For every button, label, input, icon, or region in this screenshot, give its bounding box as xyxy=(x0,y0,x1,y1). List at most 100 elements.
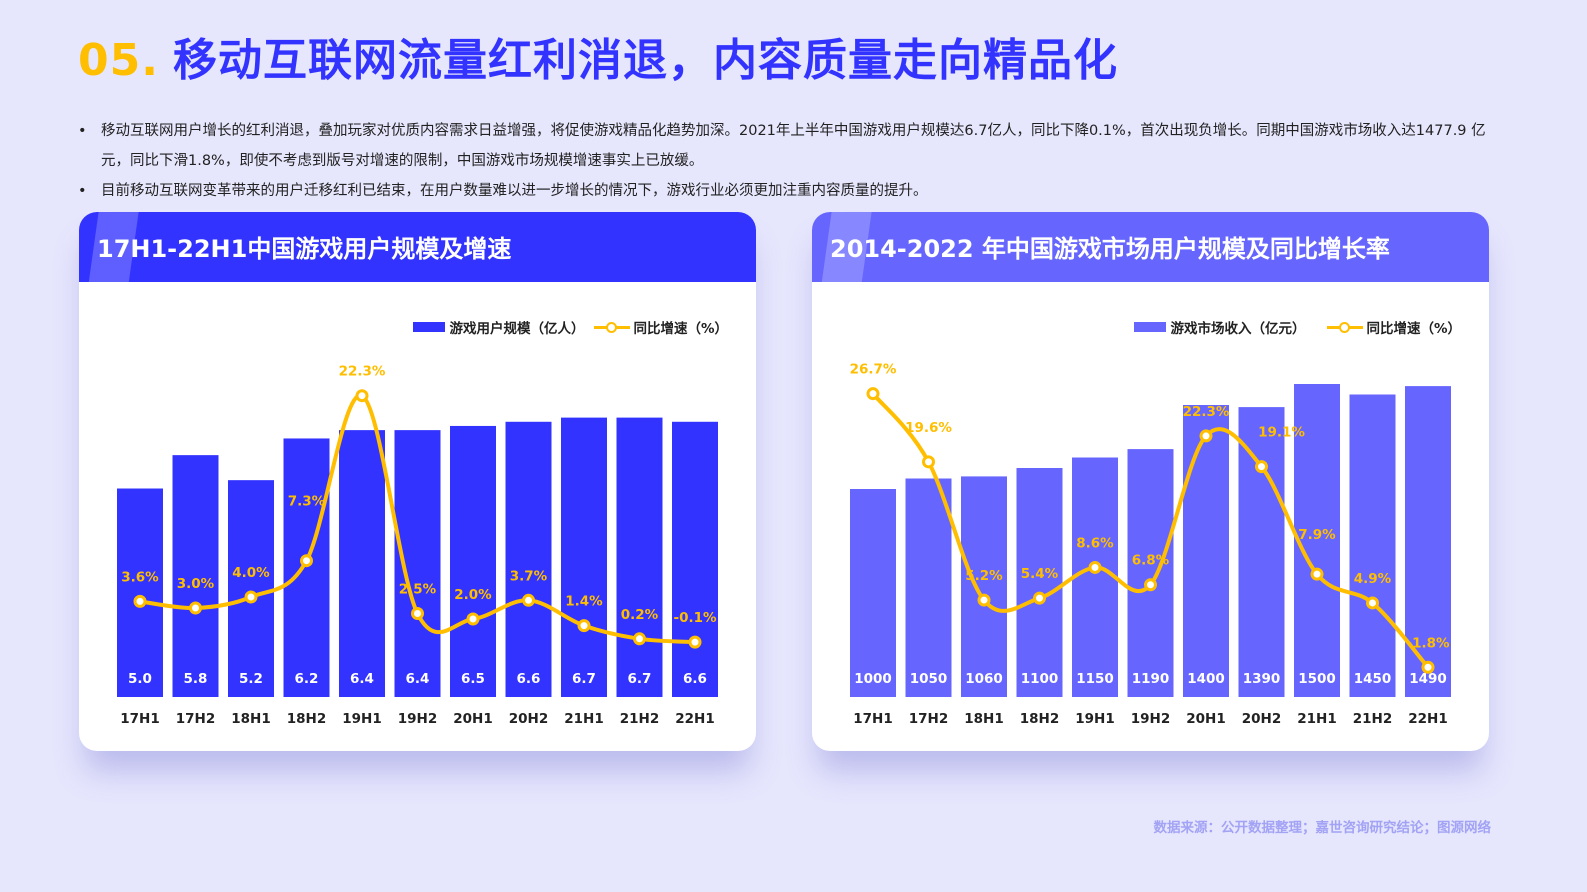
line-value-label: 4.0% xyxy=(232,565,270,581)
x-axis-tick-label: 20H1 xyxy=(1186,711,1225,727)
bar xyxy=(283,438,330,697)
x-axis-tick-label: 21H1 xyxy=(1297,711,1336,727)
bar-value-label: 5.2 xyxy=(239,671,263,687)
line-value-label: -1.8% xyxy=(1406,635,1450,651)
bullet-dot-icon: • xyxy=(78,183,87,199)
bar-value-label: 1490 xyxy=(1409,671,1447,687)
x-axis-tick-label: 18H1 xyxy=(231,711,270,727)
bullet-item: • 目前移动互联网变革带来的用户迁移红利已结束，在用户数量难以进一步增长的情况下… xyxy=(78,176,1508,206)
bullet-dot-icon: • xyxy=(78,123,87,139)
bar-value-label: 1390 xyxy=(1243,671,1281,687)
line-value-label: 5.2% xyxy=(965,568,1003,584)
chart-header: 2014-2022 年中国游戏市场用户规模及同比增长率 xyxy=(812,212,1489,282)
line-point-marker-icon xyxy=(411,607,424,620)
line-value-label: 7.9% xyxy=(1298,527,1336,543)
bar-value-label: 6.7 xyxy=(572,671,596,687)
bar-value-label: 6.4 xyxy=(406,671,430,687)
bar-value-label: 6.5 xyxy=(461,671,485,687)
line-point-marker-icon xyxy=(1144,578,1157,592)
line-value-label: 7.3% xyxy=(288,494,326,510)
bar xyxy=(172,455,219,697)
line-legend-marker-icon xyxy=(1327,321,1364,333)
page-title: 05. 移动互联网流量红利消退，内容质量走向精品化 xyxy=(78,24,1118,88)
market-revenue-chart-card: 2014-2022 年中国游戏市场用户规模及同比增长率 游戏市场收入（亿元） 同… xyxy=(812,212,1489,751)
x-axis-tick-label: 20H2 xyxy=(1242,711,1281,727)
x-axis-tick-label: 21H2 xyxy=(620,711,659,727)
line-value-label: 2.0% xyxy=(454,587,492,603)
line-point-marker-icon xyxy=(866,387,880,401)
bullet-item: • 移动互联网用户增长的红利消退，叠加玩家对优质内容需求日益增强，将促使游戏精品… xyxy=(78,116,1508,176)
bar xyxy=(228,480,274,697)
line-point-marker-icon xyxy=(633,632,646,646)
bar xyxy=(561,417,607,697)
bar xyxy=(1294,384,1340,697)
bar-value-label: 1190 xyxy=(1132,671,1170,687)
bar xyxy=(450,425,496,697)
chart-header: 17H1-22H1中国游戏用户规模及增速 xyxy=(79,212,756,282)
x-axis-tick-label: 22H1 xyxy=(675,711,714,727)
line-value-label: 8.6% xyxy=(1076,535,1114,551)
x-axis-tick-label: 20H2 xyxy=(509,711,548,727)
line-value-label: 5.4% xyxy=(1021,566,1059,582)
user-scale-combo-chart: 5.0 17H1 5.8 17H2 5.2 18H1 6.2 18H2 6.4 19H1 6.4 19… xyxy=(117,364,718,727)
x-axis-tick-label: 19H2 xyxy=(1131,711,1170,727)
x-axis-tick-label: 18H2 xyxy=(1020,711,1059,727)
line-point-marker-icon xyxy=(1088,560,1102,574)
line-value-label: 6.8% xyxy=(1132,553,1170,569)
x-axis-tick-label: 21H1 xyxy=(564,711,603,727)
line-point-marker-icon xyxy=(1199,429,1213,443)
x-axis-tick-label: 19H2 xyxy=(398,711,437,727)
market-revenue-combo-chart: 1000 17H1 1050 17H2 1060 18H1 1100 18H2 1150 19H1… xyxy=(850,362,1451,727)
bar-value-label: 1000 xyxy=(854,671,892,687)
line-point-marker-icon xyxy=(244,590,258,604)
x-axis-tick-label: 17H1 xyxy=(120,711,159,727)
bar-legend-swatch-icon xyxy=(1134,322,1167,332)
bar xyxy=(1349,394,1396,697)
line-point-marker-icon xyxy=(688,635,702,649)
bar-value-label: 6.7 xyxy=(628,671,652,687)
bar xyxy=(1016,468,1063,697)
line-value-label: 2.5% xyxy=(399,582,437,598)
bar xyxy=(505,421,552,697)
legend-line-label: 同比增速（%） xyxy=(1366,321,1461,337)
bar xyxy=(672,421,718,697)
legend-bar-label: 游戏用户规模（亿人） xyxy=(449,321,585,337)
line-value-label: 22.3% xyxy=(339,364,386,380)
bar xyxy=(117,488,163,697)
bar-value-label: 1150 xyxy=(1076,671,1114,687)
line-point-marker-icon xyxy=(977,593,991,607)
bar xyxy=(961,476,1007,697)
bar-value-label: 1060 xyxy=(965,671,1003,687)
line-value-label: 22.3% xyxy=(1183,404,1230,420)
section-number: 05. xyxy=(78,35,159,86)
line-point-marker-icon xyxy=(1033,591,1046,605)
bar xyxy=(1183,405,1229,697)
line-point-marker-icon xyxy=(1366,596,1379,610)
bar xyxy=(1072,457,1118,697)
legend-line-label: 同比增速（%） xyxy=(633,321,728,337)
title-text: 移动互联网流量红利消退，内容质量走向精品化 xyxy=(172,35,1118,86)
line-point-marker-icon xyxy=(1421,660,1435,674)
user-scale-chart-card: 17H1-22H1中国游戏用户规模及增速 游戏用户规模（亿人） 同比增速（%） … xyxy=(79,212,756,751)
x-axis-tick-label: 19H1 xyxy=(342,711,381,727)
chart-title: 2014-2022 年中国游戏市场用户规模及同比增长率 xyxy=(830,235,1390,263)
chart-title: 17H1-22H1中国游戏用户规模及增速 xyxy=(97,235,512,263)
line-legend-marker-icon xyxy=(594,321,631,333)
bar xyxy=(616,417,663,697)
line-value-label: 3.7% xyxy=(510,568,548,584)
bar xyxy=(905,478,952,697)
bar xyxy=(1127,449,1174,697)
x-axis-tick-label: 19H1 xyxy=(1075,711,1114,727)
summary-bullets: • 移动互联网用户增长的红利消退，叠加玩家对优质内容需求日益增强，将促使游戏精品… xyxy=(78,116,1508,206)
bullet-text: 目前移动互联网变革带来的用户迁移红利已结束，在用户数量难以进一步增长的情况下，游… xyxy=(101,183,928,199)
line-value-label: 3.6% xyxy=(121,569,159,585)
bar-value-label: 1400 xyxy=(1187,671,1225,687)
x-axis-tick-label: 17H2 xyxy=(176,711,215,727)
line-point-marker-icon xyxy=(355,389,369,403)
line-point-marker-icon xyxy=(1310,567,1324,581)
bar-value-label: 1500 xyxy=(1298,671,1336,687)
bar xyxy=(339,430,385,697)
x-axis-tick-label: 20H1 xyxy=(453,711,492,727)
legend-bar-label: 游戏市场收入（亿元） xyxy=(1170,321,1306,337)
line-point-marker-icon xyxy=(133,594,147,608)
